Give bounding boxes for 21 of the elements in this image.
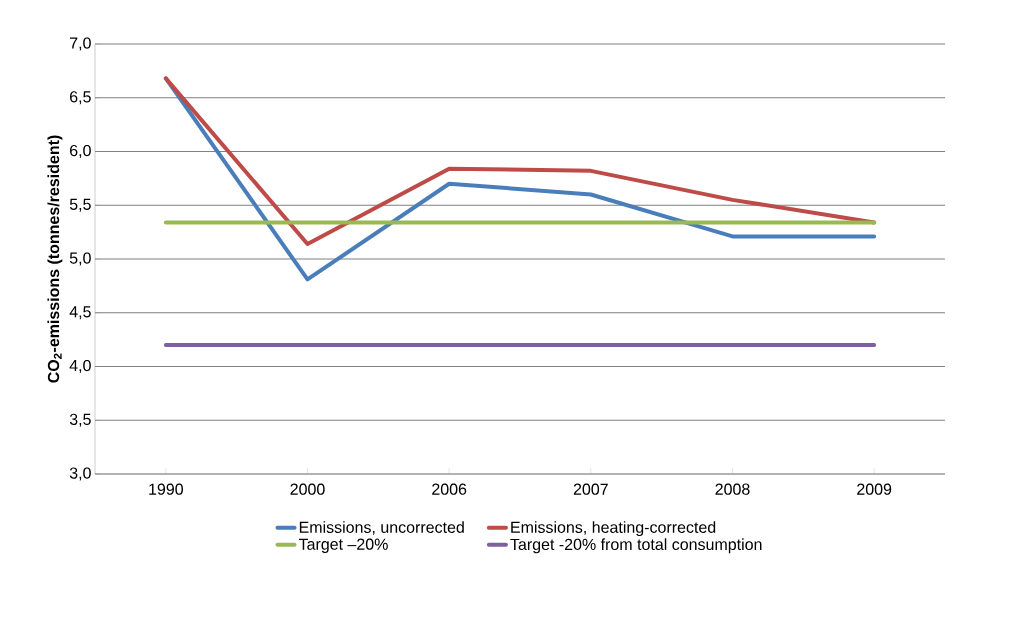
y-axis-title: CO$_{2}$-emissions (tonnes/resident)	[47, 135, 63, 383]
legend-label: Emissions, heating-corrected	[511, 521, 716, 537]
y-tick-label: 5,0	[69, 252, 91, 266]
y-tick-label: 6,5	[70, 91, 91, 105]
y-tick-label: 5,5	[69, 198, 91, 212]
legend-label: Target –20%	[298, 538, 388, 554]
y-tick-label: 6,0	[70, 144, 91, 159]
x-tick-label: 2006	[432, 483, 467, 495]
y-tick-label: 4,0	[69, 359, 91, 374]
line-series	[163, 76, 877, 246]
x-tick-label: 2009	[857, 483, 892, 495]
y-tick-label: 4,5	[69, 306, 91, 320]
x-tick-label: 2007	[573, 483, 608, 495]
x-tick-label: 2008	[715, 483, 750, 495]
legend-label: Target -20% from total consumption	[510, 538, 762, 554]
x-tick-label: 1990	[149, 483, 183, 495]
y-tick-label: 3,5	[69, 413, 91, 427]
y-tick-label: 7,0	[70, 37, 91, 51]
x-tick-label: 2000	[290, 483, 325, 495]
y-tick-label: 3,0	[69, 467, 91, 481]
legend-label: Emissions, uncorrected	[299, 521, 464, 535]
